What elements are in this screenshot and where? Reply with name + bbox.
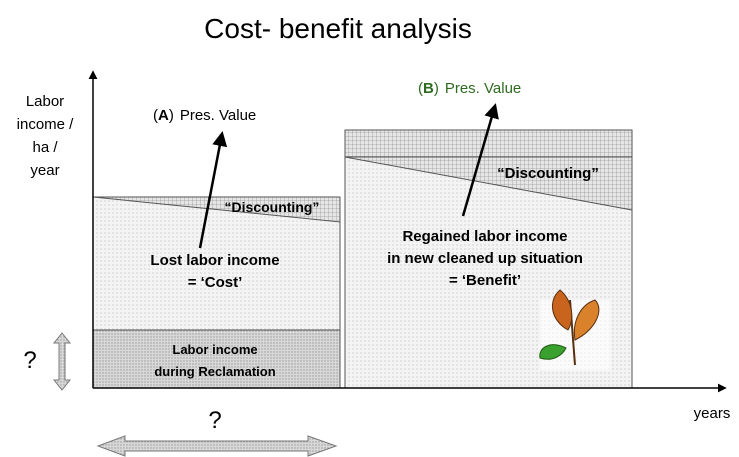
reclamation-box xyxy=(93,330,340,388)
marker-a: (A)Pres. Value xyxy=(153,107,256,124)
horizontal-double-arrow xyxy=(98,436,336,456)
title: Cost- benefit analysis xyxy=(204,13,472,44)
benefit-line: in new cleaned up situation xyxy=(387,250,583,267)
benefit-line: Regained labor income xyxy=(402,228,567,245)
cost-line: Lost labor income xyxy=(150,252,279,269)
x-axis-label: years xyxy=(694,405,731,422)
y-axis-label: ha / xyxy=(32,139,58,156)
marker-b: (B)Pres. Value xyxy=(418,80,521,97)
slide: Cost- benefit analysis “Discounting” Los… xyxy=(0,0,739,457)
vertical-double-arrow xyxy=(54,333,70,390)
y-axis-label: income / xyxy=(17,116,75,133)
letter: B xyxy=(423,80,434,97)
pres-value: Pres. Value xyxy=(445,80,521,97)
y-axis-label: year xyxy=(30,162,59,179)
duration-question: ? xyxy=(208,407,221,434)
paren: ) xyxy=(434,80,439,97)
cost-line: = ‘Cost’ xyxy=(188,274,243,291)
letter: A xyxy=(158,107,169,124)
pres-value-band xyxy=(345,130,632,157)
reclamation-line: Labor income xyxy=(172,342,257,357)
height-question: ? xyxy=(23,347,36,374)
reclamation-line: during Reclamation xyxy=(154,364,275,379)
pres-value: Pres. Value xyxy=(180,107,256,124)
leaves-icon xyxy=(540,290,610,370)
benefit-line: = ‘Benefit’ xyxy=(449,272,521,289)
discounting-a: “Discounting” xyxy=(225,199,320,215)
paren: ) xyxy=(169,107,174,124)
discounting-b: “Discounting” xyxy=(497,165,599,182)
y-axis-label: Labor xyxy=(26,93,64,110)
